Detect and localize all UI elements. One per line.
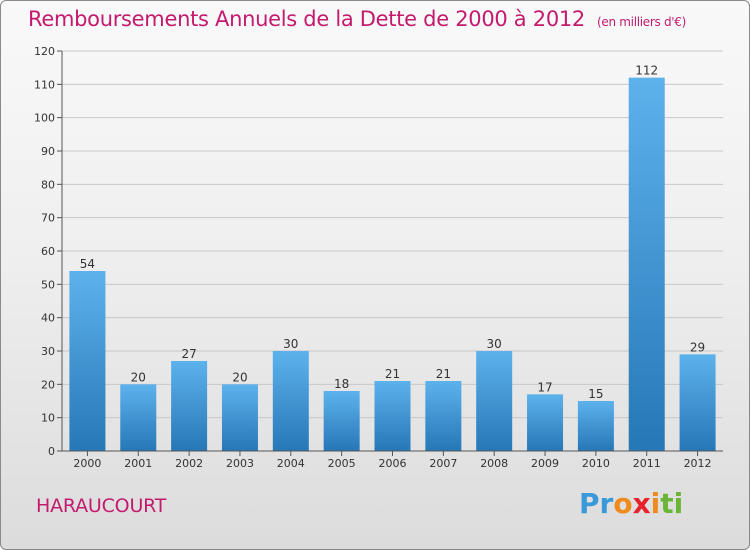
x-tick-label-2011: 2011 (633, 457, 661, 470)
data-label-2007: 21 (436, 367, 451, 381)
bars: 54 20 27 20 30 18 21 21 30 17 15 112 29 (69, 64, 716, 452)
y-tick-label: 100 (34, 112, 55, 125)
x-tick-label-2005: 2005 (328, 457, 356, 470)
data-label-2006: 21 (385, 367, 400, 381)
y-tick-label: 90 (41, 145, 55, 158)
x-tick-label-2007: 2007 (429, 457, 457, 470)
bar-2000 (69, 271, 106, 451)
y-tick-label: 20 (41, 378, 55, 391)
y-axis: 0 10 20 30 40 50 60 70 80 90 100 110 120 (34, 45, 63, 458)
data-label-2005: 18 (334, 377, 349, 391)
data-label-2008: 30 (487, 337, 502, 351)
bar-2004 (272, 351, 309, 451)
x-tick-label-2006: 2006 (379, 457, 407, 470)
bar-2006 (374, 381, 411, 451)
data-label-2003: 20 (232, 370, 247, 384)
chart-unit: (en milliers d'€) (597, 15, 687, 29)
bar-2012 (679, 354, 716, 451)
bar-2005 (323, 391, 360, 451)
bar-2009 (527, 394, 564, 451)
bar-2002 (171, 361, 208, 451)
bar-2001 (120, 384, 157, 451)
chart-title-text: Remboursements Annuels de la Dette de 20… (28, 7, 585, 31)
data-label-2000: 54 (80, 257, 95, 271)
y-tick-label: 60 (41, 245, 55, 258)
data-label-2004: 30 (283, 337, 298, 351)
logo-letter: x (632, 487, 651, 520)
x-tick-label-2010: 2010 (582, 457, 610, 470)
data-label-2012: 29 (690, 340, 705, 354)
bar-2008 (476, 351, 513, 451)
y-tick-label: 40 (41, 312, 55, 325)
logo-letter: P (579, 487, 600, 520)
x-tick-label-2008: 2008 (480, 457, 508, 470)
data-label-2001: 20 (131, 370, 146, 384)
y-tick-label: 0 (48, 445, 55, 458)
data-label-2009: 17 (537, 380, 552, 394)
x-tick-label-2002: 2002 (175, 457, 203, 470)
proxiti-logo: Proxiti (579, 487, 683, 520)
x-tick-label-2009: 2009 (531, 457, 559, 470)
y-tick-label: 30 (41, 345, 55, 358)
y-tick-label: 50 (41, 278, 55, 291)
logo-letter: o (613, 487, 633, 520)
logo-letter: t (660, 487, 674, 520)
y-tick-label: 110 (34, 78, 55, 91)
chart-title: Remboursements Annuels de la Dette de 20… (28, 7, 686, 31)
x-tick-label-2012: 2012 (684, 457, 712, 470)
logo-letter: i (650, 487, 661, 520)
logo-letter: r (599, 487, 614, 520)
bar-2003 (221, 384, 258, 451)
y-tick-label: 10 (41, 412, 55, 425)
bar-2011 (628, 77, 665, 452)
commune-name: HARAUCOURT (36, 495, 167, 517)
data-label-2010: 15 (588, 387, 603, 401)
data-label-2002: 27 (181, 347, 196, 361)
y-tick-label: 120 (34, 45, 55, 58)
x-axis: 2000 2001 2002 2003 2004 2005 2006 2007 2008 2009… (62, 450, 723, 470)
bar-2007 (425, 381, 462, 451)
y-tick-label: 70 (41, 212, 55, 225)
x-tick-label-2000: 2000 (73, 457, 101, 470)
y-tick-label: 80 (41, 178, 55, 191)
x-tick-label-2003: 2003 (226, 457, 254, 470)
bar-2010 (577, 401, 614, 451)
x-tick-label-2004: 2004 (277, 457, 305, 470)
data-label-2011: 112 (635, 64, 658, 78)
logo-letter: i (673, 487, 684, 520)
x-tick-label-2001: 2001 (124, 457, 152, 470)
grid-lines (62, 50, 723, 419)
